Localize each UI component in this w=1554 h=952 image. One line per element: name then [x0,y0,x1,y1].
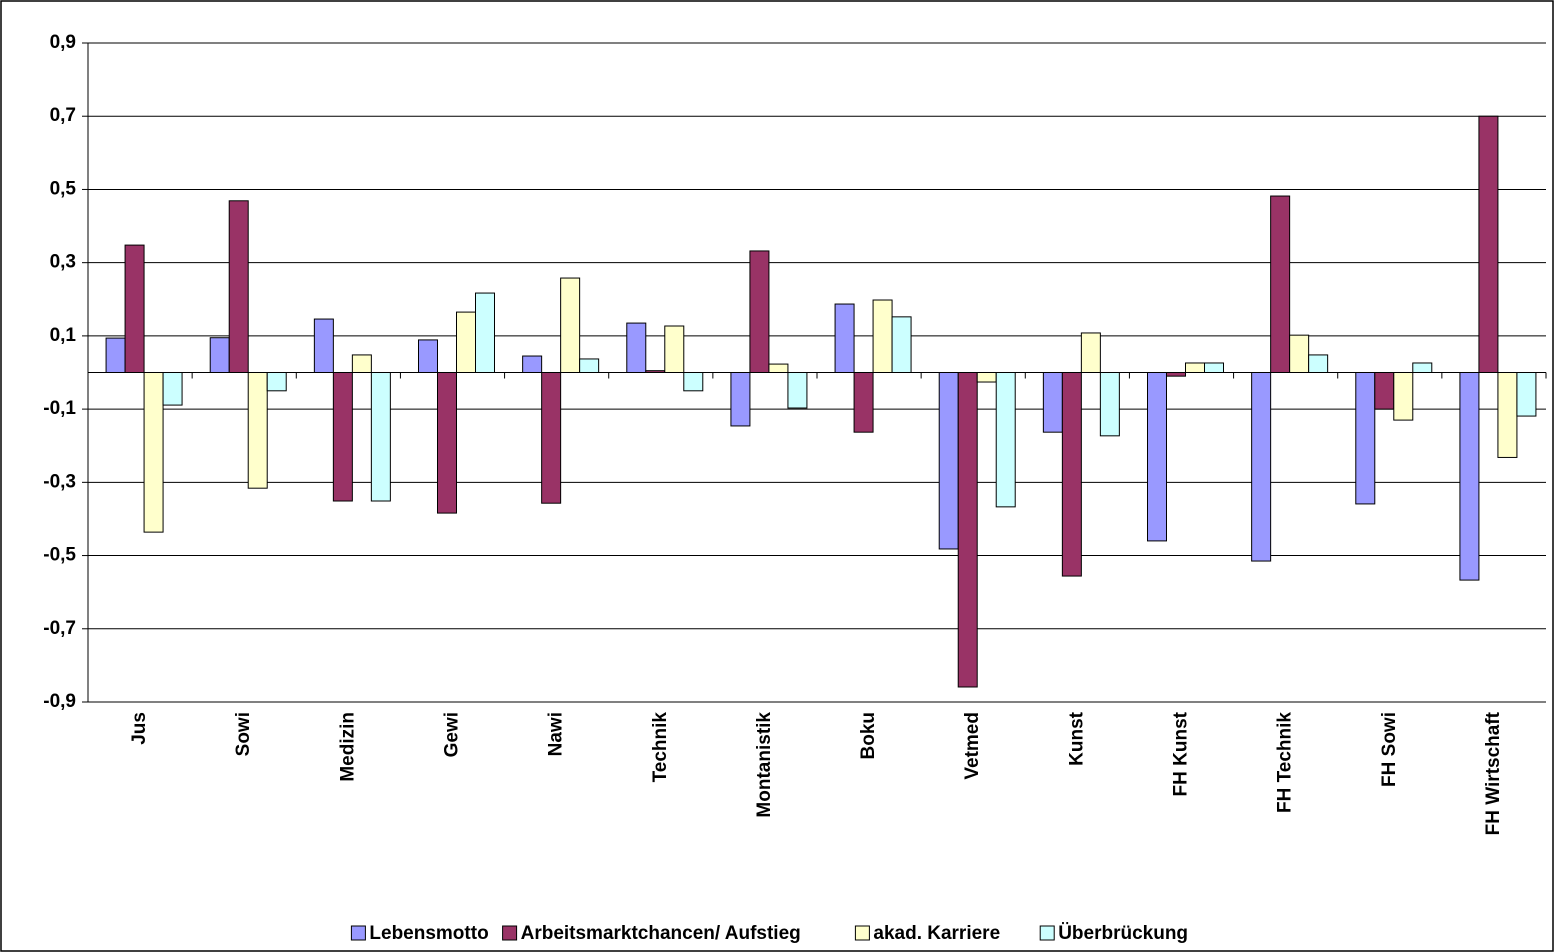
y-tick-label: 0,1 [50,325,77,346]
bar [247,372,268,489]
bar [313,318,334,374]
x-tick-label: FH Kunst [1171,711,1192,796]
bar [105,337,126,373]
bar [1393,372,1414,421]
y-tick-label: -0,1 [43,398,76,419]
bar [1080,332,1101,373]
bar [579,358,600,373]
legend-swatch [854,925,870,941]
bar [475,292,495,374]
bar [872,299,893,374]
bar [332,372,353,502]
bar [749,250,770,373]
bar [456,311,476,374]
bar [1308,354,1329,373]
x-tick-label: FH Sowi [1379,712,1400,787]
bar [266,372,287,392]
bar [768,363,789,373]
bar [834,303,855,374]
bar [995,372,1016,508]
x-tick-label: Medizin [337,712,358,782]
bar [1270,195,1291,373]
bar [1166,372,1186,377]
x-tick-label: Boku [858,712,879,760]
legend-swatch [1039,925,1055,941]
bar [664,325,685,373]
bar [1185,362,1205,373]
bar [1061,372,1082,577]
y-tick-label: -0,5 [43,545,76,566]
bar [351,354,372,373]
x-tick-label: Sowi [233,712,254,756]
bar [228,200,249,373]
x-tick-label: Technik [650,712,671,783]
legend-label: Arbeitsmarktchancen/ Aufstieg [521,923,801,944]
legend-label: Überbrückung [1058,923,1188,944]
bar [976,372,997,383]
bar [1355,372,1376,505]
bar [1412,362,1433,373]
y-tick-label: 0,7 [50,105,76,126]
bar [891,316,912,373]
bar [787,372,808,409]
y-tick-label: -0,9 [43,691,76,712]
bar [730,372,751,427]
bar [124,244,145,374]
bar [1478,115,1499,373]
x-tick-label: Nawi [546,712,567,756]
bar [560,277,581,373]
bar [1289,334,1310,374]
bar [938,372,959,550]
bar [143,372,164,533]
legend-swatch [502,925,518,941]
x-tick-label: FH Wirtschaft [1483,711,1504,835]
y-tick-label: 0,3 [50,252,76,273]
bar [209,337,230,374]
bar [370,372,391,502]
bar [1042,372,1063,433]
bar [1251,372,1272,562]
bar [418,339,438,373]
x-tick-label: Montanistik [754,712,775,818]
bar [853,372,874,433]
legend-label: Lebensmotto [369,923,488,944]
bar [1516,372,1537,417]
bar [683,372,704,392]
bar [1204,362,1224,373]
bar [1099,372,1120,437]
y-tick-label: -0,7 [43,618,76,639]
y-tick-label: 0,9 [50,32,76,53]
bar [1459,372,1480,581]
bar [541,372,562,504]
legend-swatch [350,925,366,941]
x-tick-label: Jus [129,712,150,745]
bar [957,372,978,688]
bar [626,322,647,374]
x-tick-label: Gewi [442,712,463,757]
x-tick-label: FH Technik [1275,712,1296,813]
y-tick-label: -0,3 [43,471,76,492]
x-tick-label: Vetmed [962,712,983,780]
legend-label: akad. Karriere [873,923,1000,944]
bar [1497,372,1518,458]
bar [437,372,457,514]
x-tick-label: Kunst [1066,711,1087,766]
bar [162,372,183,406]
y-tick-label: 0,5 [50,178,77,199]
bar [1147,372,1167,542]
bar [522,355,543,373]
bar [1374,372,1395,410]
